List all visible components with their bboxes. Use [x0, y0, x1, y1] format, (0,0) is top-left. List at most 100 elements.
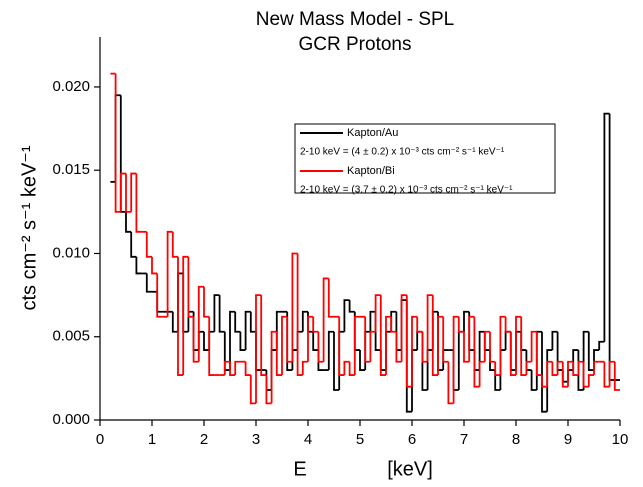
x-axis-label: E [293, 458, 306, 480]
histogram-step [145, 273, 152, 293]
histogram-step [119, 172, 126, 212]
histogram-step [587, 374, 594, 387]
y-tick-label: 0.015 [52, 161, 90, 178]
histogram-step [338, 316, 345, 376]
histogram-step [197, 285, 204, 362]
histogram-step [171, 311, 178, 333]
histogram-step [530, 370, 537, 391]
histogram-step [509, 331, 516, 376]
histogram-step [156, 273, 163, 318]
histogram-step [613, 361, 620, 391]
histogram-step [530, 330, 537, 362]
histogram-step [379, 295, 386, 376]
histogram-step [249, 375, 256, 405]
histogram-step [608, 360, 615, 387]
legend-note: 2-10 keV = (4 ± 0.2) x 10⁻³ cts cm⁻² s⁻¹… [300, 147, 505, 158]
histogram-step [234, 311, 241, 333]
histogram-step [593, 360, 600, 376]
histogram-step [114, 73, 121, 213]
histogram-step [567, 360, 574, 387]
histogram-step [223, 360, 230, 376]
histogram-step [400, 294, 407, 362]
histogram-step [208, 316, 215, 376]
histogram-step [608, 113, 615, 381]
histogram-step [541, 375, 548, 388]
x-tick-label: 0 [96, 431, 104, 448]
histogram-step [286, 316, 293, 363]
histogram-step [582, 361, 589, 388]
histogram-step [327, 278, 334, 318]
histogram-step [452, 315, 459, 404]
histogram-step [374, 294, 381, 332]
histogram-step [390, 316, 397, 333]
histogram-step [359, 350, 366, 371]
histogram-step [203, 331, 210, 351]
y-tick-label: 0.020 [52, 78, 90, 95]
histogram-step [192, 316, 199, 363]
histogram-step [244, 361, 251, 376]
histogram-step [145, 231, 152, 258]
histogram-step [135, 173, 142, 233]
histogram-step [478, 330, 485, 371]
histogram-step [260, 295, 267, 376]
histogram-step [546, 349, 553, 412]
histogram-step [301, 360, 308, 376]
histogram-step [301, 310, 308, 332]
histogram-step [515, 315, 522, 376]
histogram-step [312, 331, 319, 351]
histogram-step [572, 361, 579, 376]
histogram-step [431, 295, 438, 376]
x-tick-label: 3 [252, 431, 260, 448]
histogram-step [494, 361, 501, 376]
histogram-step [182, 255, 189, 376]
x-tick-label: 10 [612, 431, 629, 448]
histogram-step [327, 330, 334, 371]
histogram-step [489, 331, 496, 363]
histogram-step [348, 300, 355, 313]
x-tick-label: 7 [460, 431, 468, 448]
histogram-step [411, 315, 418, 387]
histogram-step [499, 315, 506, 376]
histogram-step [561, 361, 568, 388]
histogram-step [125, 173, 132, 213]
legend-label: Kapton/Au [347, 127, 398, 139]
histogram-step [535, 331, 542, 376]
x-tick-label: 1 [148, 431, 156, 448]
histogram-step [130, 172, 137, 212]
histogram-step [130, 231, 137, 258]
histogram-step [343, 299, 350, 332]
chart-title: New Mass Model - SPL [256, 9, 455, 30]
y-axis-label: cts cm⁻² s⁻¹ keV⁻¹ [18, 145, 40, 310]
histogram-step [437, 315, 444, 376]
x-tick-label: 6 [408, 431, 416, 448]
legend-note: 2-10 keV = (3.7 ± 0.2) x 10⁻³ cts cm⁻² s… [300, 185, 513, 196]
histogram-step [551, 330, 558, 351]
histogram-step [229, 361, 236, 376]
legend-box [294, 123, 556, 194]
histogram-step [234, 360, 241, 376]
histogram-step [447, 361, 454, 405]
histogram-step [520, 316, 527, 376]
y-tick-label: 0.000 [52, 411, 90, 428]
histogram-step [343, 360, 350, 376]
histogram-step [255, 294, 262, 404]
histogram-step [468, 315, 475, 362]
histogram-step [348, 361, 355, 376]
histogram-step [270, 330, 277, 404]
histogram-step [166, 230, 173, 317]
x-tick-label: 4 [304, 431, 312, 448]
histogram-step [426, 294, 433, 362]
histogram-step [541, 331, 548, 413]
histogram-step [333, 331, 340, 391]
histogram-step [312, 316, 319, 333]
histogram-step [353, 315, 360, 376]
histogram-step [551, 361, 558, 376]
histogram-step [291, 252, 298, 362]
y-tick-label: 0.005 [52, 328, 90, 345]
histogram-step [322, 277, 329, 362]
y-tick-label: 0.010 [52, 244, 90, 261]
histogram-step [177, 256, 184, 376]
x-tick-label: 9 [564, 431, 572, 448]
histogram-step [296, 253, 303, 376]
